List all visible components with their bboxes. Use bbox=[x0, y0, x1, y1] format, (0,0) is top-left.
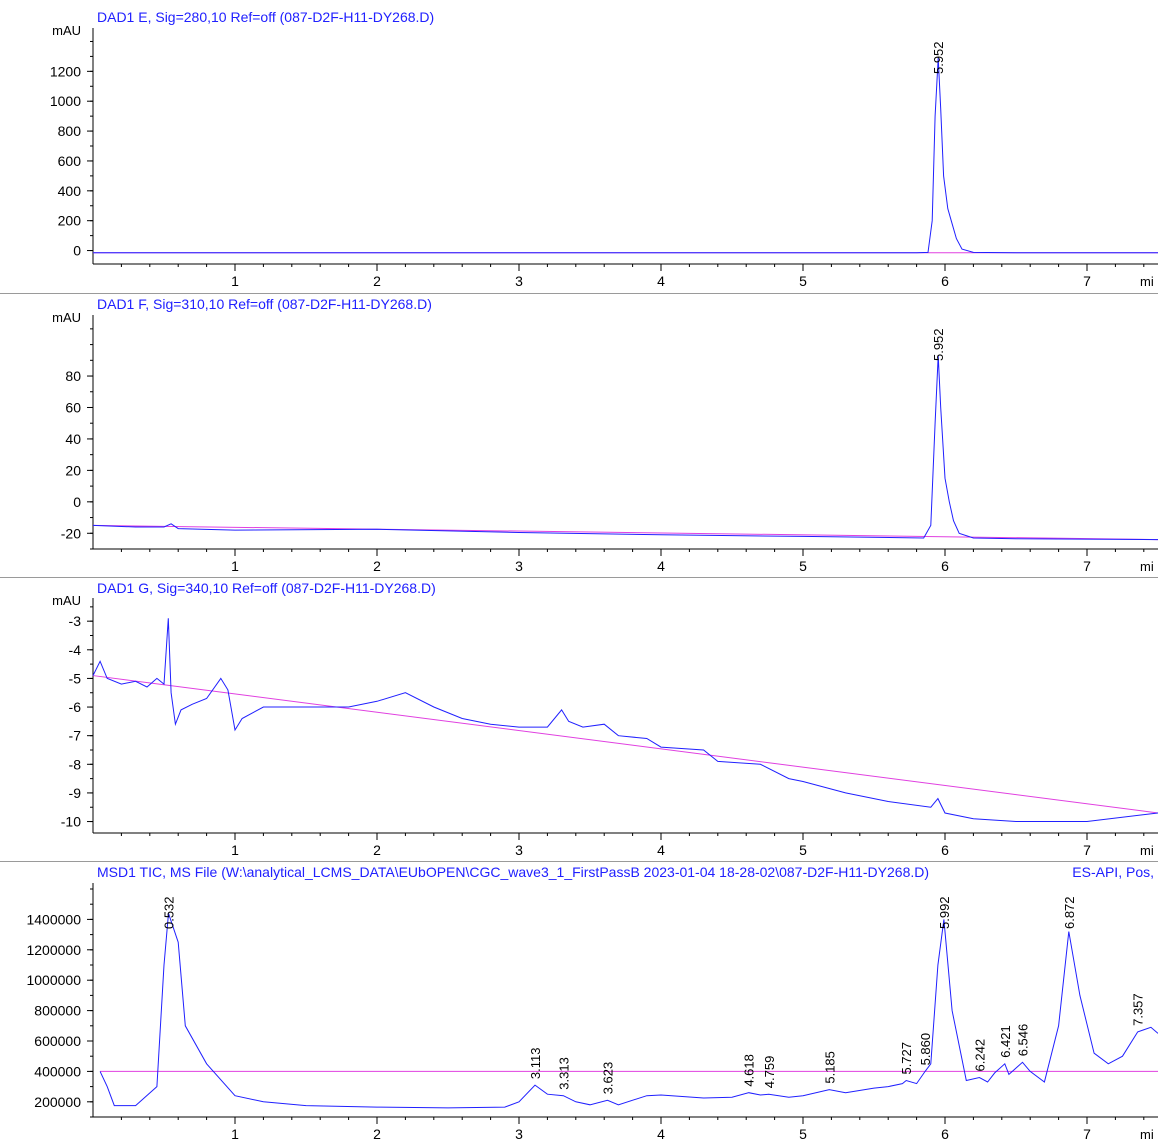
panel-2-title: DAD1 F, Sig=310,10 Ref=off (087-D2F-H11-… bbox=[97, 296, 432, 312]
y-tick-label: 400000 bbox=[34, 1063, 81, 1079]
y-tick-label: 0 bbox=[73, 243, 81, 259]
y-tick-label: -4 bbox=[69, 642, 82, 658]
x-axis-unit: mi bbox=[1140, 274, 1154, 289]
peak-label: 3.313 bbox=[556, 1057, 571, 1090]
x-tick-label: 4 bbox=[657, 1126, 665, 1142]
peak-label: 5.992 bbox=[937, 896, 952, 929]
integration-baseline bbox=[92, 524, 1158, 541]
y-tick-label: 60 bbox=[65, 399, 81, 415]
x-tick-label: 3 bbox=[515, 558, 523, 574]
y-tick-label: 20 bbox=[65, 462, 81, 478]
x-tick-label: 3 bbox=[515, 842, 523, 858]
x-tick-label: 2 bbox=[373, 273, 381, 289]
y-axis-label: mAU bbox=[52, 310, 81, 325]
y-tick-label: 200000 bbox=[34, 1094, 81, 1110]
panel-divider bbox=[0, 861, 1158, 862]
x-tick-label: 1 bbox=[231, 273, 239, 289]
y-tick-label: -9 bbox=[69, 785, 82, 801]
x-tick-label: 7 bbox=[1083, 273, 1091, 289]
x-tick-label: 1 bbox=[231, 842, 239, 858]
y-tick-label: 400 bbox=[58, 183, 82, 199]
peak-label: 6.872 bbox=[1062, 896, 1077, 929]
panel-3-title: DAD1 G, Sig=340,10 Ref=off (087-D2F-H11-… bbox=[97, 580, 436, 596]
x-tick-label: 2 bbox=[373, 1126, 381, 1142]
x-tick-label: 7 bbox=[1083, 558, 1091, 574]
peak-label: 3.623 bbox=[600, 1062, 615, 1095]
y-tick-label: -3 bbox=[69, 613, 82, 629]
signal-trace bbox=[92, 355, 1158, 541]
x-axis-unit: mi bbox=[1140, 843, 1154, 858]
y-tick-label: 40 bbox=[65, 431, 81, 447]
x-tick-label: 1 bbox=[231, 1126, 239, 1142]
peak-label: 5.727 bbox=[899, 1042, 914, 1075]
y-tick-label: 600 bbox=[58, 153, 82, 169]
x-tick-label: 3 bbox=[515, 1126, 523, 1142]
y-tick-label: -7 bbox=[69, 728, 82, 744]
x-tick-label: 5 bbox=[799, 842, 807, 858]
panel-1-title: DAD1 E, Sig=280,10 Ref=off (087-D2F-H11-… bbox=[97, 9, 435, 25]
x-tick-label: 5 bbox=[799, 558, 807, 574]
y-tick-label: 1200 bbox=[50, 63, 81, 79]
panel-divider bbox=[0, 577, 1158, 578]
y-tick-label: 1400000 bbox=[26, 911, 81, 927]
peak-label: 6.546 bbox=[1016, 1024, 1031, 1057]
peak-label: 4.618 bbox=[742, 1054, 757, 1087]
x-axis-unit: mi bbox=[1140, 1127, 1154, 1142]
peak-label: 5.185 bbox=[822, 1051, 837, 1084]
x-tick-label: 7 bbox=[1083, 842, 1091, 858]
signal-trace bbox=[93, 57, 1158, 254]
y-tick-label: 1000 bbox=[50, 93, 81, 109]
y-axis-label: mAU bbox=[52, 593, 81, 608]
peak-label: 5.952 bbox=[931, 328, 946, 361]
y-tick-label: -5 bbox=[69, 670, 82, 686]
peak-label: 5.952 bbox=[931, 41, 946, 74]
peak-label: 6.421 bbox=[998, 1025, 1013, 1058]
x-tick-label: 5 bbox=[799, 1126, 807, 1142]
y-tick-label: -20 bbox=[61, 525, 81, 541]
peak-label: 0.532 bbox=[162, 896, 177, 929]
x-tick-label: 4 bbox=[657, 273, 665, 289]
x-axis-unit: mi bbox=[1140, 559, 1154, 574]
y-tick-label: 200 bbox=[58, 213, 82, 229]
x-tick-label: 6 bbox=[941, 842, 949, 858]
y-tick-label: 1000000 bbox=[26, 972, 81, 988]
y-tick-label: -8 bbox=[69, 756, 82, 772]
y-tick-label: -10 bbox=[61, 814, 81, 830]
x-tick-label: 4 bbox=[657, 558, 665, 574]
x-tick-label: 6 bbox=[941, 1126, 949, 1142]
y-tick-label: -6 bbox=[69, 699, 82, 715]
y-tick-label: 600000 bbox=[34, 1033, 81, 1049]
peak-label: 7.357 bbox=[1131, 993, 1146, 1026]
x-tick-label: 6 bbox=[941, 273, 949, 289]
peak-label: 4.759 bbox=[762, 1056, 777, 1089]
x-tick-label: 5 bbox=[799, 273, 807, 289]
panel-divider bbox=[0, 293, 1158, 294]
y-tick-label: 800000 bbox=[34, 1003, 81, 1019]
x-tick-label: 2 bbox=[373, 558, 381, 574]
y-tick-label: 1200000 bbox=[26, 942, 81, 958]
signal-trace bbox=[99, 913, 1158, 1109]
integration-baseline bbox=[92, 675, 1158, 814]
peak-label: 3.113 bbox=[528, 1048, 543, 1080]
x-tick-label: 4 bbox=[657, 842, 665, 858]
panel-4-title-right: ES-API, Pos, bbox=[1072, 864, 1154, 880]
peak-label: 6.242 bbox=[972, 1039, 987, 1072]
x-tick-label: 7 bbox=[1083, 1126, 1091, 1142]
y-tick-label: 0 bbox=[73, 494, 81, 510]
panel-4-title: MSD1 TIC, MS File (W:\analytical_LCMS_DA… bbox=[97, 864, 930, 880]
y-tick-label: 800 bbox=[58, 123, 82, 139]
x-tick-label: 6 bbox=[941, 558, 949, 574]
signal-trace bbox=[92, 618, 1158, 822]
x-tick-label: 3 bbox=[515, 273, 523, 289]
peak-label: 5.860 bbox=[918, 1033, 933, 1066]
x-tick-label: 2 bbox=[373, 842, 381, 858]
y-tick-label: 80 bbox=[65, 368, 81, 384]
x-tick-label: 1 bbox=[231, 558, 239, 574]
y-axis-label: mAU bbox=[52, 23, 81, 38]
